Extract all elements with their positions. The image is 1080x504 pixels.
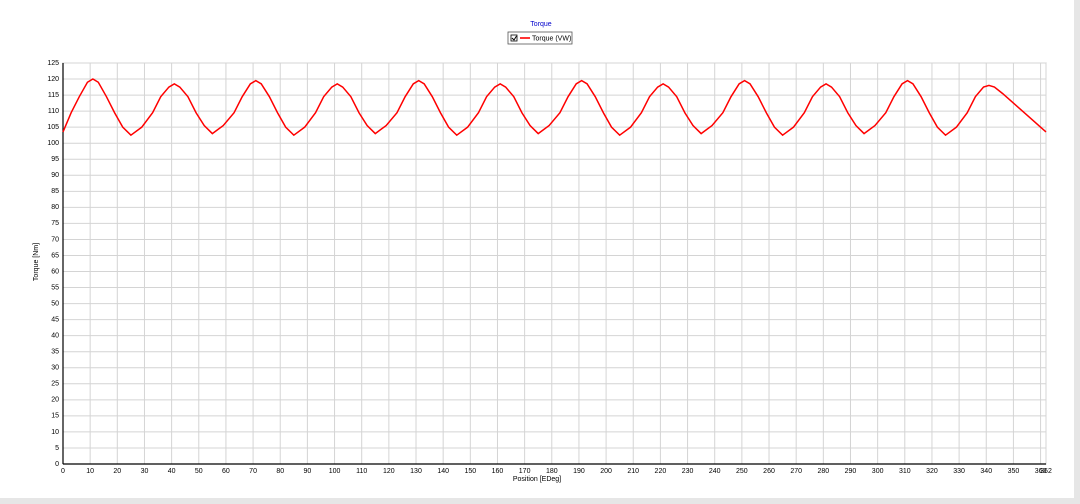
- x-tick-label: 290: [845, 468, 857, 475]
- plot-area: [62, 62, 1047, 465]
- y-tick-label: 115: [48, 92, 59, 99]
- x-tick-label: 280: [817, 468, 829, 475]
- x-tick-label: 100: [329, 468, 341, 475]
- y-tick-label: 35: [51, 349, 59, 356]
- chart-title: Torque: [530, 21, 552, 28]
- y-tick-label: 65: [51, 252, 59, 259]
- y-tick-label: 110: [48, 108, 59, 115]
- x-tick-label: 210: [627, 468, 639, 475]
- x-tick-label: 300: [872, 468, 884, 475]
- x-tick-label: 170: [519, 468, 531, 475]
- y-tick-label: 90: [51, 172, 59, 179]
- x-tick-label: 20: [113, 468, 121, 475]
- x-tick-label: 30: [141, 468, 149, 475]
- x-tick-label: 200: [600, 468, 612, 475]
- y-tick-label: 80: [51, 204, 59, 211]
- x-tick-label: 260: [763, 468, 775, 475]
- x-tick-label: 50: [195, 468, 203, 475]
- frame-edge: [1074, 0, 1080, 504]
- x-tick-label: 190: [573, 468, 585, 475]
- y-tick-label: 50: [51, 300, 59, 307]
- y-tick-label: 20: [51, 397, 59, 404]
- x-tick-label: 120: [383, 468, 395, 475]
- x-tick-label: 240: [709, 468, 721, 475]
- x-tick-label: 360: [1035, 468, 1047, 475]
- legend-label: Torque (VW): [532, 35, 571, 42]
- y-tick-label: 15: [51, 413, 59, 420]
- y-tick-label: 30: [51, 365, 59, 372]
- x-tick-label: 180: [546, 468, 558, 475]
- checkmark: [511, 35, 517, 41]
- y-tick-label: 100: [47, 140, 59, 147]
- y-tick-label: 120: [47, 76, 59, 83]
- data-line: [62, 78, 1047, 137]
- x-tick-label: 320: [926, 468, 938, 475]
- y-tick-label: 40: [51, 333, 59, 340]
- y-tick-label: 45: [51, 316, 59, 323]
- y-tick-label: 70: [51, 236, 59, 243]
- x-tick-label: 140: [437, 468, 449, 475]
- x-tick-label: 60: [222, 468, 230, 475]
- x-tick-label: 0: [61, 468, 65, 475]
- legend-checkbox[interactable]: [510, 34, 518, 42]
- legend: [507, 31, 573, 45]
- x-tick-label: 340: [980, 468, 992, 475]
- y-tick-label: 95: [51, 156, 59, 163]
- x-tick-label: 10: [86, 468, 94, 475]
- grid: [62, 62, 1047, 465]
- x-tick-label: 330: [953, 468, 965, 475]
- y-axis-label: Torque [Nm]: [33, 243, 40, 281]
- y-tick-label: 60: [51, 268, 59, 275]
- x-tick-label: 362: [1040, 468, 1052, 475]
- y-tick-label: 85: [51, 188, 59, 195]
- x-tick-label: 40: [168, 468, 176, 475]
- x-tick-label: 70: [249, 468, 257, 475]
- x-tick-label: 160: [492, 468, 504, 475]
- y-tick-label: 125: [47, 60, 59, 67]
- x-tick-label: 270: [790, 468, 802, 475]
- x-tick-label: 250: [736, 468, 748, 475]
- y-tick-label: 105: [47, 124, 59, 131]
- y-tick-label: 75: [51, 220, 59, 227]
- x-tick-label: 80: [276, 468, 284, 475]
- x-tick-label: 350: [1008, 468, 1020, 475]
- x-tick-label: 310: [899, 468, 911, 475]
- x-tick-label: 220: [655, 468, 667, 475]
- y-tick-label: 5: [55, 445, 59, 452]
- y-tick-label: 55: [51, 284, 59, 291]
- x-tick-label: 150: [464, 468, 476, 475]
- x-tick-label: 130: [410, 468, 422, 475]
- y-tick-label: 0: [55, 461, 59, 468]
- x-axis-label: Position [EDeg]: [513, 476, 561, 483]
- plot: [62, 78, 1047, 137]
- y-tick-label: 10: [51, 429, 59, 436]
- x-tick-label: 230: [682, 468, 694, 475]
- y-tick-label: 25: [51, 381, 59, 388]
- x-tick-label: 90: [303, 468, 311, 475]
- x-tick-label: 110: [356, 468, 367, 475]
- frame-edge: [0, 498, 1080, 504]
